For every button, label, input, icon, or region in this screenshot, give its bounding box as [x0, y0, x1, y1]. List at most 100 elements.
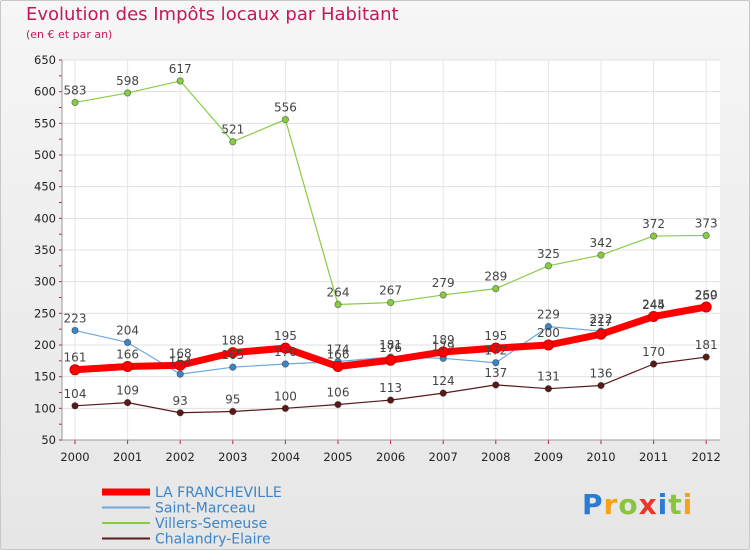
point-villers-semeuse — [492, 284, 500, 293]
point-saint-marceau — [123, 338, 132, 347]
data-label-chalandry-elaire: 104 — [64, 387, 87, 401]
series-layer — [69, 77, 712, 417]
data-label-la-francheville: 195 — [274, 329, 297, 343]
data-label-la-francheville: 200 — [537, 326, 560, 340]
data-label-saint-marceau: 223 — [64, 311, 87, 325]
data-label-saint-marceau: 259 — [695, 289, 718, 303]
legend: LA FRANCHEVILLESaint-MarceauVillers-Seme… — [102, 485, 282, 548]
logo-letter: P — [582, 488, 604, 521]
point-saint-marceau — [492, 359, 500, 367]
point-villers-semeuse — [544, 262, 553, 270]
point-saint-marceau — [176, 370, 184, 378]
point-la-francheville — [122, 361, 134, 373]
y-tick-label: 550 — [34, 116, 56, 130]
data-label-la-francheville: 195 — [484, 329, 507, 343]
y-tick-label: 150 — [34, 370, 56, 384]
y-tick-label: 650 — [34, 53, 56, 67]
point-chalandry-elaire — [439, 389, 447, 397]
point-la-francheville — [437, 346, 449, 358]
point-la-francheville — [69, 364, 81, 376]
point-villers-semeuse — [176, 77, 184, 85]
data-label-la-francheville: 168 — [169, 346, 192, 360]
data-label-chalandry-elaire: 136 — [590, 367, 613, 381]
y-tick-label: 400 — [34, 211, 56, 225]
point-chalandry-elaire — [544, 385, 553, 393]
logo-letter: i — [657, 488, 669, 521]
data-label-villers-semeuse: 373 — [695, 216, 718, 230]
point-villers-semeuse — [386, 298, 395, 307]
data-label-villers-semeuse: 372 — [642, 217, 665, 231]
point-la-francheville — [542, 339, 554, 351]
data-label-saint-marceau: 181 — [379, 338, 402, 352]
x-tick-label: 2011 — [639, 450, 668, 464]
data-label-chalandry-elaire: 131 — [537, 370, 560, 384]
data-label-saint-marceau: 222 — [590, 312, 613, 326]
point-chalandry-elaire — [702, 353, 710, 361]
point-chalandry-elaire — [334, 400, 342, 409]
point-la-francheville — [174, 359, 186, 371]
data-label-la-francheville: 217 — [590, 315, 613, 329]
data-label-villers-semeuse: 556 — [274, 101, 297, 115]
point-chalandry-elaire — [649, 360, 658, 368]
point-saint-marceau — [544, 322, 553, 331]
point-saint-marceau — [229, 363, 237, 371]
data-label-la-francheville: 260 — [695, 288, 718, 302]
x-tick-label: 2008 — [481, 450, 510, 464]
point-villers-semeuse — [334, 300, 342, 309]
legend-label-villers-semeuse: Villers-Semeuse — [155, 516, 267, 532]
data-label-la-francheville: 245 — [642, 298, 665, 312]
data-label-la-francheville: 189 — [432, 333, 455, 347]
point-saint-marceau — [71, 326, 79, 335]
y-tick-label: 500 — [34, 148, 56, 162]
data-label-villers-semeuse: 617 — [169, 62, 192, 76]
data-label-chalandry-elaire: 100 — [274, 389, 297, 403]
y-tick-label: 100 — [34, 401, 56, 415]
data-label-saint-marceau: 170 — [274, 345, 297, 359]
data-label-villers-semeuse: 521 — [221, 123, 244, 137]
data-label-saint-marceau: 154 — [169, 355, 192, 369]
data-label-la-francheville: 166 — [116, 348, 139, 362]
x-tick-label: 2009 — [534, 450, 563, 464]
point-chalandry-elaire — [492, 381, 500, 389]
data-label-saint-marceau: 204 — [116, 323, 139, 337]
y-tick-label: 450 — [34, 180, 56, 194]
point-la-francheville — [385, 354, 397, 366]
x-tick-label: 2012 — [692, 450, 721, 464]
point-la-francheville — [595, 328, 607, 340]
data-label-villers-semeuse: 342 — [590, 236, 613, 250]
point-villers-semeuse — [281, 115, 290, 124]
point-villers-semeuse — [649, 232, 658, 240]
point-chalandry-elaire — [229, 407, 237, 416]
point-chalandry-elaire — [597, 381, 605, 390]
logo-letter: o — [618, 488, 639, 521]
data-label-chalandry-elaire: 106 — [327, 386, 350, 400]
chart-title: Evolution des Impôts locaux par Habitant — [26, 4, 399, 25]
data-label-la-francheville: 166 — [327, 348, 350, 362]
data-label-saint-marceau: 172 — [484, 344, 507, 358]
point-la-francheville — [490, 342, 502, 354]
point-villers-semeuse — [597, 251, 605, 259]
point-chalandry-elaire — [281, 404, 290, 413]
data-label-la-francheville: 176 — [379, 341, 402, 355]
point-villers-semeuse — [123, 89, 132, 97]
logo-letter: r — [603, 488, 619, 521]
data-label-chalandry-elaire: 124 — [432, 374, 455, 388]
y-tick-label: 50 — [41, 433, 56, 447]
point-chalandry-elaire — [71, 402, 79, 410]
data-label-villers-semeuse: 267 — [379, 284, 402, 298]
x-tick-label: 2002 — [166, 450, 195, 464]
data-label-la-francheville: 188 — [221, 334, 244, 348]
logo-letter: x — [638, 488, 658, 521]
logo-letter: t — [668, 488, 683, 521]
point-la-francheville — [648, 311, 660, 322]
data-label-chalandry-elaire: 170 — [642, 345, 665, 359]
chart-subtitle: (en € et par an) — [26, 28, 113, 41]
data-label-villers-semeuse: 279 — [432, 276, 455, 290]
grid-layer — [62, 59, 720, 441]
point-chalandry-elaire — [386, 396, 395, 404]
legend-label-chalandry-elaire: Chalandry-Elaire — [155, 532, 271, 548]
x-tick-label: 2001 — [113, 450, 142, 464]
data-label-chalandry-elaire: 109 — [116, 384, 139, 398]
data-label-villers-semeuse: 325 — [537, 247, 560, 261]
